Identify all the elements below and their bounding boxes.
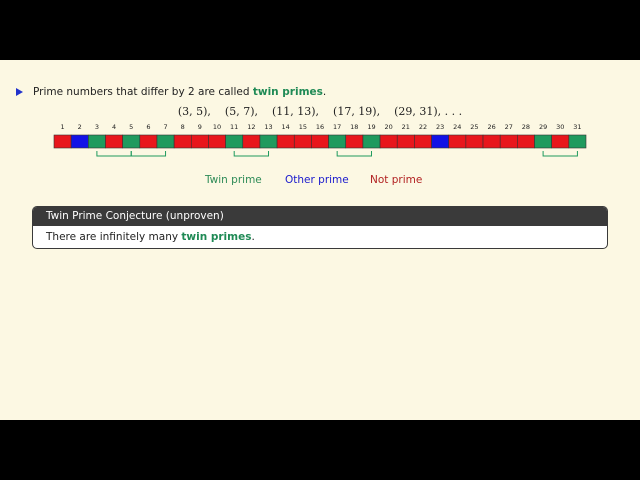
cell-label: 26 — [487, 123, 495, 131]
cell-label: 3 — [95, 123, 99, 131]
cell — [328, 134, 347, 149]
cell — [122, 134, 141, 149]
cell-label: 27 — [505, 123, 513, 131]
cell-label: 25 — [470, 123, 478, 131]
cell-label: 5 — [129, 123, 133, 131]
cell — [379, 134, 398, 149]
cell-label: 29 — [539, 123, 547, 131]
cell — [88, 134, 106, 149]
emphasis: twin primes — [181, 231, 252, 243]
bullet-marker — [16, 88, 23, 96]
cell-label: 11 — [230, 123, 238, 131]
text: Prime numbers that differ by 2 are calle… — [33, 86, 253, 98]
cell-label: 24 — [453, 123, 461, 131]
theorem-block: Twin Prime Conjecture (unproven) There a… — [33, 207, 607, 248]
cell — [293, 134, 312, 149]
cell — [53, 134, 72, 149]
cell — [396, 134, 415, 149]
text: There are infinitely many — [46, 231, 182, 243]
cell — [259, 134, 278, 149]
cell — [311, 134, 329, 149]
slide: Prime numbers that differ by 2 are calle… — [0, 60, 640, 420]
cell-label: 6 — [146, 123, 150, 131]
cell — [517, 134, 535, 149]
cell-label: 13 — [264, 123, 272, 131]
cell — [105, 134, 123, 149]
bullet-text: Prime numbers that differ by 2 are calle… — [33, 86, 326, 98]
block-body: There are infinitely many twin primes. — [33, 226, 607, 248]
cell — [551, 134, 570, 149]
cell-label: 4 — [112, 123, 116, 131]
text: . — [322, 86, 327, 98]
cell-label: 31 — [573, 123, 581, 131]
cell — [362, 134, 381, 149]
cell — [242, 134, 261, 149]
block-title: Twin Prime Conjecture (unproven) — [33, 207, 607, 226]
cell — [208, 134, 226, 149]
bracket — [542, 151, 578, 157]
cell-label: 20 — [385, 123, 393, 131]
cell-label: 9 — [198, 123, 202, 131]
cell-label: 28 — [522, 123, 530, 131]
cell-label: 30 — [556, 123, 564, 131]
cell-label: 23 — [436, 123, 444, 131]
cell-label: 15 — [299, 123, 307, 131]
cell — [414, 134, 432, 149]
cell-label: 19 — [367, 123, 375, 131]
cell — [534, 134, 552, 149]
cell — [431, 134, 450, 149]
cell-label: 2 — [78, 123, 82, 131]
cell — [156, 134, 175, 149]
cell-label: 7 — [163, 123, 167, 131]
cell-label: 22 — [419, 123, 427, 131]
cell-label: 10 — [213, 123, 221, 131]
cell — [465, 134, 484, 149]
cell-label: 8 — [181, 123, 185, 131]
cell-label: 17 — [333, 123, 341, 131]
cell — [225, 134, 244, 149]
cell-label: 18 — [350, 123, 358, 131]
bracket — [130, 151, 167, 157]
cell — [482, 134, 501, 149]
bracket — [96, 151, 132, 157]
bracket — [336, 151, 372, 157]
legend-item: Twin prime — [205, 174, 262, 186]
bracket — [233, 151, 270, 157]
legend-item: Not prime — [370, 174, 423, 186]
legend-item: Other prime — [285, 174, 349, 186]
cell — [276, 134, 295, 149]
cell-label: 21 — [402, 123, 410, 131]
cell — [190, 134, 209, 149]
emphasis: twin primes — [252, 86, 323, 98]
cell-label: 12 — [247, 123, 255, 131]
cell-label: 16 — [316, 123, 324, 131]
number-strip: 1 2 3 4 5 6 7 8 9 10 11 12 13 14 15 16 17 18 19 20 21 22 23 24 2… — [53, 123, 587, 157]
cell — [345, 134, 364, 149]
cell — [499, 134, 518, 149]
cell — [70, 134, 89, 149]
cell — [568, 134, 587, 149]
cell — [448, 134, 467, 149]
math-line: (3, 5), (5, 7), (11, 13), (17, 19), (29,… — [177, 105, 463, 118]
cell — [139, 134, 158, 149]
text: . — [251, 231, 255, 243]
cell — [173, 134, 192, 149]
cell-label: 1 — [61, 123, 65, 131]
cell-label: 14 — [282, 123, 290, 131]
